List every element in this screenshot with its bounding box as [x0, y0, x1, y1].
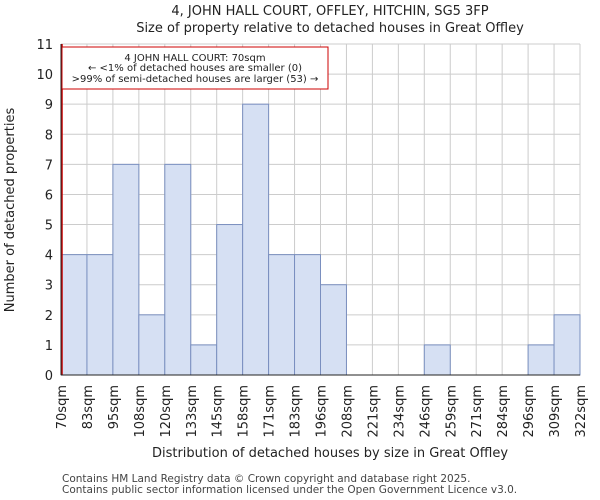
x-axis-label: Distribution of detached houses by size …: [152, 446, 508, 461]
x-tick-label: 221sqm: [366, 385, 381, 438]
chart-subtitle: Size of property relative to detached ho…: [136, 21, 524, 36]
bar: [138, 314, 166, 376]
x-tick-label: 296sqm: [522, 385, 537, 438]
footer-line-1: Contains HM Land Registry data © Crown c…: [62, 473, 471, 485]
x-tick-label: 158sqm: [237, 385, 252, 438]
bar: [60, 254, 88, 376]
y-tick-label: 9: [45, 98, 53, 113]
bar: [553, 314, 581, 376]
bar: [320, 284, 347, 376]
bar: [190, 344, 218, 376]
x-tick-label: 259sqm: [444, 385, 459, 438]
bar: [527, 344, 555, 376]
y-tick-label: 2: [45, 309, 53, 324]
bar: [216, 224, 244, 376]
y-tick-label: 10: [36, 68, 53, 83]
y-tick-label: 7: [45, 158, 53, 173]
x-tick-label: 208sqm: [340, 385, 355, 438]
y-tick-label: 5: [45, 219, 53, 234]
bar: [423, 344, 451, 376]
y-tick-label: 4: [45, 249, 53, 264]
y-tick-label: 3: [45, 279, 53, 294]
x-tick-label: 133sqm: [185, 385, 200, 438]
annotation-frame: [61, 46, 329, 90]
y-tick-label: 1: [45, 339, 53, 354]
x-tick-label: 284sqm: [496, 385, 511, 438]
bar: [112, 163, 140, 376]
bar: [242, 103, 270, 376]
y-tick-label: 0: [45, 369, 53, 384]
x-tick-label: 271sqm: [470, 385, 485, 438]
x-tick-label: 70sqm: [55, 385, 70, 429]
x-tick-label: 83sqm: [81, 385, 96, 429]
bar: [86, 254, 114, 376]
x-tick-label: 95sqm: [107, 385, 122, 429]
chart-title: 4, JOHN HALL COURT, OFFLEY, HITCHIN, SG5…: [171, 4, 488, 19]
x-tick-label: 309sqm: [548, 385, 563, 438]
x-tick-label: 171sqm: [263, 385, 278, 438]
annotation-line-1: 4 JOHN HALL COURT: 70sqm: [124, 53, 265, 64]
y-tick-label: 6: [45, 188, 53, 203]
x-tick-label: 246sqm: [418, 385, 433, 438]
plot-area: 0 1 2 3 4 5 6 7 8 9 10 11 70sqm 83sqm 95sqm 108sqm 120sq…: [36, 38, 589, 438]
x-tick-label: 108sqm: [133, 385, 148, 438]
x-tick-label: 183sqm: [289, 385, 304, 438]
x-tick-label: 120sqm: [159, 385, 174, 438]
x-tick-label: 234sqm: [392, 385, 407, 438]
annotation-line-2: ← <1% of detached houses are smaller (0): [88, 63, 302, 74]
y-axis-label: Number of detached properties: [3, 108, 18, 313]
bar: [164, 163, 192, 376]
y-tick-label: 8: [45, 128, 53, 143]
annotation-line-3: >99% of semi-detached houses are larger …: [72, 74, 319, 85]
footer-line-2: Contains public sector information licen…: [62, 484, 518, 496]
bar: [294, 254, 321, 376]
x-tick-label: 196sqm: [315, 385, 330, 438]
bar: [268, 254, 296, 376]
y-tick-label: 11: [36, 38, 53, 53]
annotation-box: 4 JOHN HALL COURT: 70sqm ← <1% of detach…: [61, 46, 329, 90]
x-tick-label: 145sqm: [211, 385, 226, 438]
x-tick-label: 322sqm: [574, 385, 589, 438]
